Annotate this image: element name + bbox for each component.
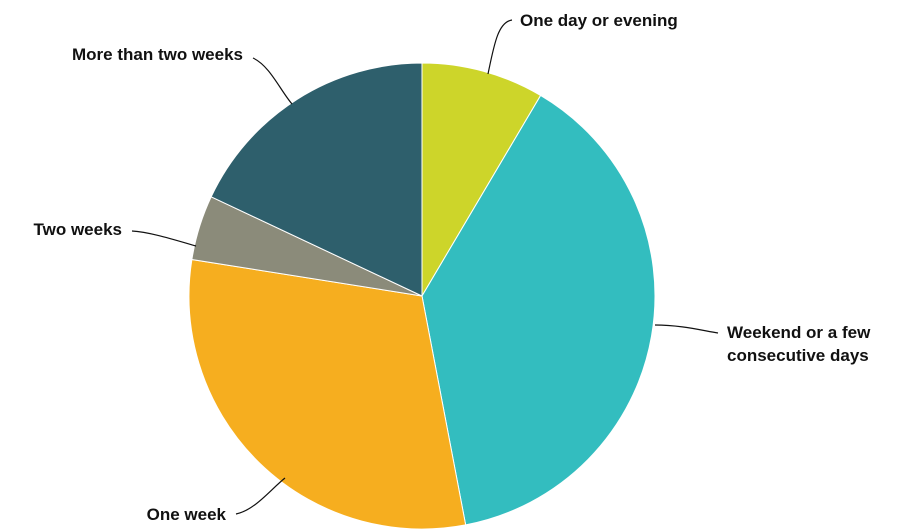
leader-line-weekend-or-a-few-consecutive-days — [654, 324, 719, 334]
slice-label-weekend-or-a-few-consecutive-days: Weekend or a few consecutive days — [727, 323, 871, 365]
pie-slice-one-day-or-evening — [421, 62, 542, 298]
slice-label-line: One week — [147, 505, 227, 524]
slice-label-one-day-or-evening: One day or evening — [520, 11, 678, 30]
slice-label-line: More than two weeks — [72, 45, 243, 64]
slice-label-more-than-two-weeks: More than two weeks — [72, 45, 243, 64]
leader-line-one-day-or-evening — [487, 19, 513, 75]
slice-labels: One day or evening Weekend or a few consec… — [34, 11, 872, 524]
slice-label-line: Two weeks — [34, 220, 123, 239]
slice-label-line: One day or evening — [520, 11, 678, 30]
slice-label-line: Weekend or a few — [727, 323, 871, 342]
slice-label-two-weeks: Two weeks — [34, 220, 123, 239]
pie-slice-more-than-two-weeks — [210, 62, 423, 297]
leader-line-one-week — [235, 477, 286, 515]
pie-slices — [188, 62, 656, 529]
pie-slice-weekend-or-a-few-consecutive-days — [421, 94, 656, 526]
leader-line-more-than-two-weeks — [252, 57, 293, 105]
leader-line-two-weeks — [131, 230, 197, 247]
slice-label-line: consecutive days — [727, 346, 869, 365]
slice-label-one-week: One week — [147, 505, 227, 524]
leader-lines — [131, 19, 719, 515]
